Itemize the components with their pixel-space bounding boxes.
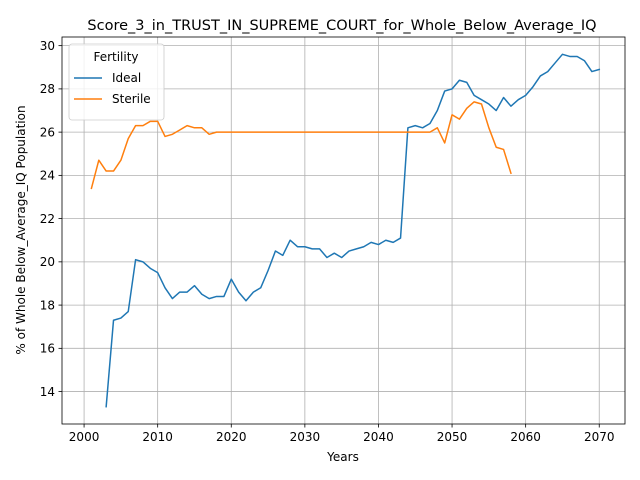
chart-title: Score_3_in_TRUST_IN_SUPREME_COURT_for_Wh… — [87, 18, 596, 34]
y-tick-label: 24 — [40, 169, 55, 183]
y-tick-label: 28 — [40, 82, 55, 96]
series-layer — [90, 53, 601, 408]
x-axis-ticks: 2000 2010 2020 2030 2040 2050 2060 2070 — [69, 424, 615, 444]
x-tick-label: 2040 — [363, 430, 394, 444]
y-tick-label: 20 — [40, 255, 55, 269]
legend-label-sterile: Sterile — [112, 92, 151, 106]
y-tick-label: 26 — [40, 125, 55, 139]
legend-label-ideal: Ideal — [112, 71, 141, 85]
x-tick-label: 2020 — [216, 430, 247, 444]
x-tick-label: 2030 — [290, 430, 321, 444]
legend: Fertility Ideal Sterile — [68, 43, 165, 121]
y-axis-ticks: 14 16 18 20 22 24 26 28 30 — [40, 39, 62, 399]
x-tick-label: 2070 — [584, 430, 615, 444]
y-tick-label: 18 — [40, 298, 55, 312]
series-line-sterile — [90, 101, 512, 190]
legend-title: Fertility — [93, 50, 138, 64]
y-tick-label: 22 — [40, 212, 55, 226]
y-axis-label: % of Whole Below_Average_IQ Population — [14, 105, 28, 354]
x-tick-label: 2010 — [142, 430, 173, 444]
y-tick-label: 16 — [40, 342, 55, 356]
x-tick-label: 2050 — [437, 430, 468, 444]
x-axis-label: Years — [326, 450, 359, 464]
series-line-ideal — [105, 53, 601, 408]
x-tick-label: 2060 — [510, 430, 541, 444]
plot-area-frame — [61, 36, 626, 425]
y-tick-label: 14 — [40, 385, 55, 399]
y-tick-label: 30 — [40, 39, 55, 53]
legend-box — [68, 43, 165, 121]
x-tick-label: 2000 — [69, 430, 100, 444]
